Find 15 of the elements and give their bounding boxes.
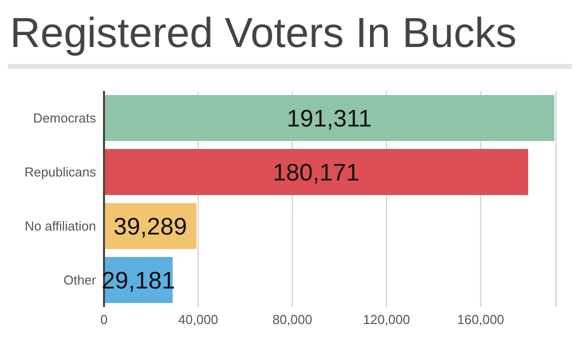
y-tick-label: Other <box>63 272 97 288</box>
bar <box>104 149 528 195</box>
x-tick-label: 80,000 <box>272 312 312 328</box>
y-tick-label: Republicans <box>24 164 96 180</box>
chart-title: Registered Voters In Bucks <box>9 8 518 58</box>
data-label: 39,289 <box>114 214 187 241</box>
bar <box>104 95 554 141</box>
x-tick-label: 40,000 <box>178 312 218 328</box>
data-label: 180,171 <box>272 160 360 187</box>
x-tick-label: 0 <box>100 312 108 328</box>
x-tick-label: 120,000 <box>363 312 410 328</box>
y-tick-label: No affiliation <box>24 218 96 234</box>
x-tick-label: 160,000 <box>457 312 504 328</box>
y-tick-label: Democrats <box>33 110 96 126</box>
data-label: 191,311 <box>286 106 372 133</box>
